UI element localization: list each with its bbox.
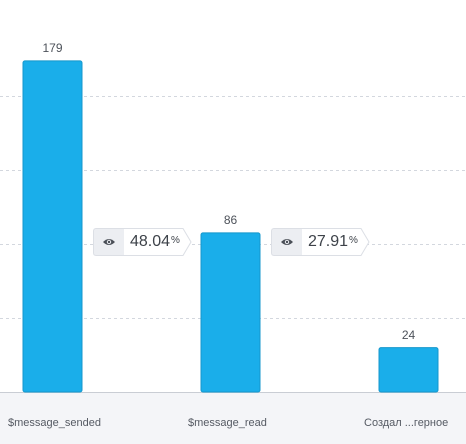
eye-icon bbox=[93, 228, 124, 256]
category-axis-footer bbox=[0, 393, 466, 444]
bar-1[interactable] bbox=[22, 60, 83, 393]
conversion-value-box: 27.91% bbox=[302, 228, 360, 256]
badge-arrow bbox=[359, 228, 370, 256]
category-label-1: $message_sended bbox=[8, 417, 101, 429]
conversion-value: 27.91 bbox=[308, 233, 349, 250]
category-label-3: Создал ...герное bbox=[364, 417, 449, 429]
conversion-unit: % bbox=[349, 234, 358, 246]
conversion-badge-2[interactable]: 27.91% bbox=[271, 228, 370, 256]
conversion-badge-1[interactable]: 48.04% bbox=[93, 228, 192, 256]
conversion-value-box: 48.04% bbox=[124, 228, 182, 256]
category-label-2: $message_read bbox=[188, 417, 267, 429]
eye-icon bbox=[271, 228, 302, 256]
conversion-value: 48.04 bbox=[130, 233, 171, 250]
chart-plot-area bbox=[0, 60, 466, 393]
conversion-unit: % bbox=[171, 234, 180, 246]
bar-2[interactable] bbox=[200, 232, 261, 393]
value-label-3: 24 bbox=[401, 327, 416, 342]
badge-arrow bbox=[181, 228, 192, 256]
value-label-1: 179 bbox=[42, 40, 63, 55]
value-label-2: 86 bbox=[223, 212, 238, 227]
bar-3[interactable] bbox=[378, 347, 439, 393]
